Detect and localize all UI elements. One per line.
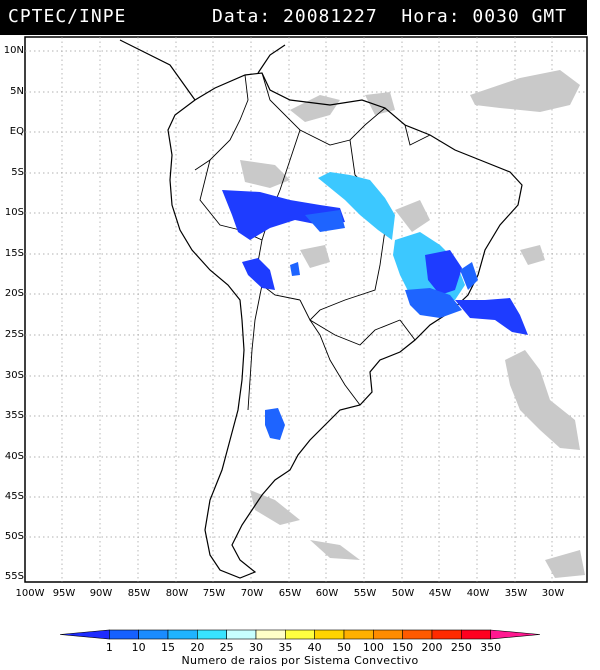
lon-label: 100W <box>15 588 45 599</box>
colorbar-tick-label: 100 <box>362 641 384 654</box>
colorbar-tick-label: 25 <box>219 641 234 654</box>
lon-label: 95W <box>52 588 76 599</box>
colorbar-tick-label: 1 <box>105 641 113 654</box>
convective-systems <box>222 172 528 440</box>
title-bar: CPTEC/INPE Data: 20081227 Hora: 0030 GMT <box>0 0 587 35</box>
lon-label: 35W <box>504 588 528 599</box>
lon-label: 50W <box>391 588 415 599</box>
lon-label: 80W <box>165 588 189 599</box>
colorbar-swatch <box>167 629 198 640</box>
lon-label: 40W <box>466 588 490 599</box>
colorbar-tick-label: 35 <box>278 641 293 654</box>
lat-label: 20S <box>4 288 24 299</box>
coastlines <box>119 39 523 579</box>
colorbar-swatch <box>490 629 541 640</box>
lon-label: 85W <box>127 588 151 599</box>
graticule <box>25 37 587 582</box>
lat-label: 15S <box>4 248 24 259</box>
lon-label: 75W <box>202 588 226 599</box>
colorbar-swatch <box>461 629 491 640</box>
colorbar-swatch <box>285 629 315 640</box>
colorbar-tick-label: 150 <box>392 641 414 654</box>
lon-label: 70W <box>240 588 264 599</box>
lon-label: 60W <box>315 588 339 599</box>
colorbar-swatch <box>197 629 227 640</box>
lat-label: 40S <box>4 451 24 462</box>
borders <box>194 72 431 411</box>
colorbar-tick-label: 40 <box>307 641 322 654</box>
lat-label: 10N <box>3 45 24 56</box>
colorbar-swatch <box>59 629 110 640</box>
colorbar-tick-label: 200 <box>421 641 443 654</box>
lon-label: 65W <box>278 588 302 599</box>
lat-label: 50S <box>4 531 24 542</box>
colorbar-tick-label: 50 <box>337 641 351 654</box>
lat-label: 55S <box>4 571 24 582</box>
lat-label: 25S <box>4 329 24 340</box>
colorbar-swatch <box>314 629 345 640</box>
colorbar-swatch <box>343 629 374 640</box>
lon-label: 30W <box>541 588 565 599</box>
colorbar <box>59 629 541 640</box>
org-label: CPTEC/INPE <box>8 6 127 27</box>
lon-label: 55W <box>353 588 377 599</box>
date-time-label: Data: 20081227 Hora: 0030 GMT <box>212 6 568 27</box>
colorbar-tick-label: 250 <box>450 641 472 654</box>
lat-label: 10S <box>4 207 24 218</box>
colorbar-tick-label: 15 <box>161 641 175 654</box>
colorbar-tick-label: 20 <box>190 641 205 654</box>
colorbar-swatch <box>226 629 257 640</box>
lat-label: 30S <box>4 370 24 381</box>
colorbar-tick-label: 30 <box>249 641 263 654</box>
lightning-map <box>24 36 588 583</box>
lat-label: 35S <box>4 410 24 421</box>
lon-label: 45W <box>428 588 452 599</box>
colorbar-tick-label: 10 <box>131 641 146 654</box>
cloud-areas <box>240 70 585 578</box>
lat-label: 5S <box>11 167 24 178</box>
lat-label: 45S <box>4 491 24 502</box>
colorbar-swatch <box>138 629 169 640</box>
colorbar-title: Numero de raios por Sistema Convectivo <box>181 654 419 667</box>
colorbar-swatch <box>431 629 462 640</box>
lat-label: 5N <box>10 86 24 97</box>
colorbar-swatch <box>373 629 403 640</box>
colorbar-tick-label: 350 <box>480 641 502 654</box>
lat-label: EQ <box>9 126 24 137</box>
lon-label: 90W <box>89 588 113 599</box>
colorbar-swatch <box>255 629 286 640</box>
colorbar-swatch <box>109 629 139 640</box>
colorbar-swatch <box>402 629 433 640</box>
